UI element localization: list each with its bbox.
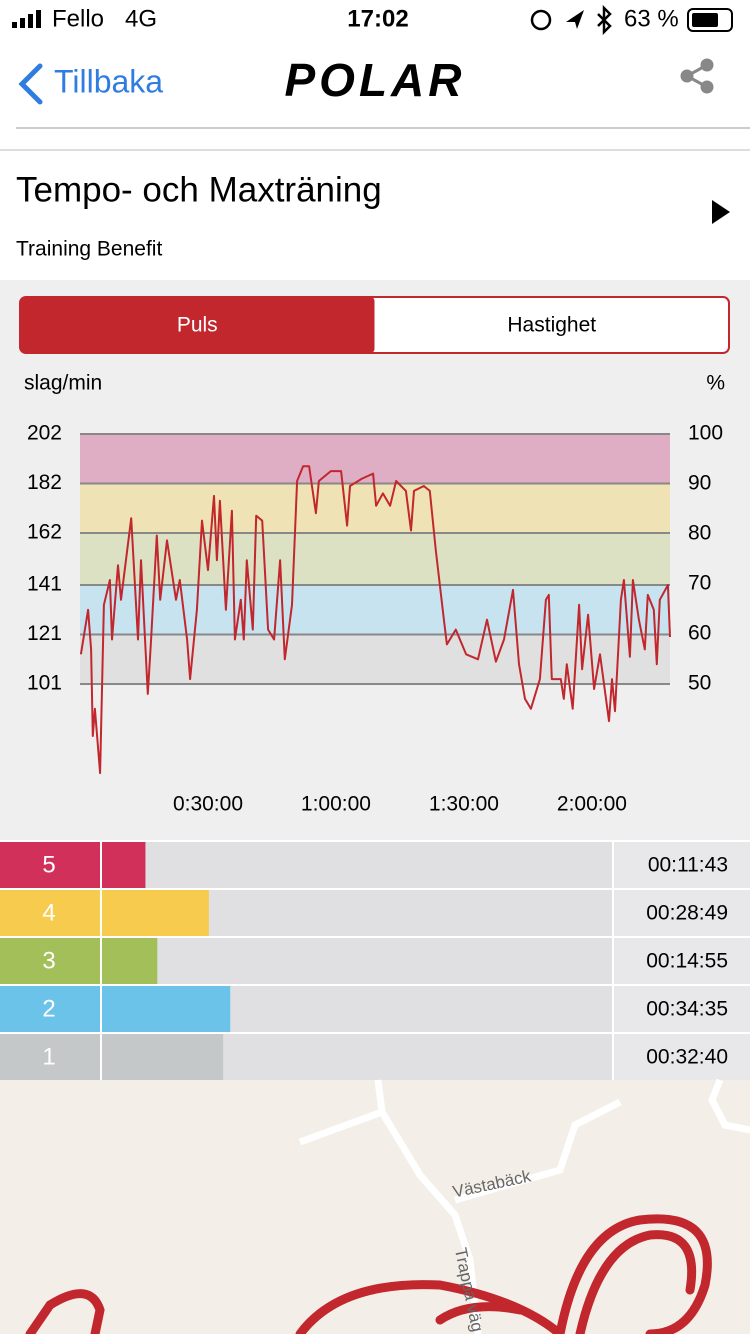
zone-label-cell	[0, 1034, 100, 1080]
zone-label-cell	[0, 938, 100, 984]
zone-number: 4	[42, 899, 55, 926]
carrier: Fello	[52, 5, 104, 32]
x-tick-label: 0:30:00	[173, 793, 243, 816]
zone-number: 5	[42, 851, 55, 878]
y-tick-label: 182	[27, 471, 62, 494]
battery-level: 63 %	[624, 5, 679, 32]
y2-tick-label: 90	[688, 472, 711, 495]
battery-fill	[692, 13, 718, 27]
zone-band	[80, 434, 670, 484]
y-tick-label: 121	[27, 622, 62, 645]
zone-number: 1	[42, 1043, 55, 1070]
x-tick-label: 2:00:00	[557, 793, 627, 816]
zone-bar	[102, 890, 209, 936]
zone-label-cell	[0, 842, 100, 888]
tab[interactable]: Puls	[177, 314, 218, 337]
zone-bar	[102, 938, 158, 984]
zone-time-cell	[614, 890, 750, 936]
y-tick-label: 141	[27, 573, 62, 596]
zone-bar	[102, 842, 146, 888]
zone-track	[102, 938, 612, 984]
zone-label-cell	[0, 986, 100, 1032]
expand-arrow[interactable]	[712, 200, 730, 224]
signal	[12, 10, 41, 28]
title: Tempo- och Maxträning	[16, 170, 382, 209]
zone-time-cell	[614, 1034, 750, 1080]
clock: 17:02	[347, 5, 408, 32]
zone-time-cell	[614, 842, 750, 888]
y2-tick-label: 80	[688, 522, 711, 545]
y2-tick-label: 50	[688, 672, 711, 695]
y2-tick-label: 100	[688, 422, 723, 445]
zone-time: 00:11:43	[648, 854, 728, 877]
zone-time: 00:32:40	[646, 1046, 728, 1069]
zone-number: 3	[42, 947, 55, 974]
network: 4G	[125, 5, 157, 32]
zone-time-cell	[614, 986, 750, 1032]
zone-band	[80, 584, 670, 634]
zone-time: 00:34:35	[646, 998, 728, 1021]
x-tick-label: 1:00:00	[301, 793, 371, 816]
zone-band	[80, 634, 670, 684]
share-icon[interactable]	[680, 58, 714, 94]
back-arrow[interactable]	[18, 63, 43, 105]
tab-active[interactable]	[20, 297, 375, 353]
battery	[687, 8, 733, 32]
y-tick-label: 101	[27, 672, 62, 695]
zone-label-cell	[0, 890, 100, 936]
subtitle: Training Benefit	[16, 238, 162, 261]
zone-band	[80, 534, 670, 584]
y2-tick-label: 70	[688, 572, 711, 595]
y2-axis-label: %	[706, 372, 725, 395]
zone-track	[102, 842, 612, 888]
zone-time: 00:28:49	[646, 902, 728, 925]
map: Västabäck Trappa väg	[0, 1078, 750, 1339]
y-axis-label: slag/min	[24, 372, 102, 395]
zone-time-cell	[614, 938, 750, 984]
x-tick-label: 1:30:00	[429, 793, 499, 816]
y2-tick-label: 60	[688, 622, 711, 645]
zone-number: 2	[42, 995, 55, 1022]
tab[interactable]: Hastighet	[507, 314, 596, 337]
y-tick-label: 162	[27, 521, 62, 544]
zone-bar	[102, 986, 231, 1032]
zone-bar	[102, 1034, 224, 1080]
logo: POLAR	[285, 54, 466, 106]
heart-rate-line	[79, 465, 671, 775]
y-tick-label: 202	[27, 422, 62, 445]
zone-time: 00:14:55	[646, 950, 728, 973]
status-icons	[530, 4, 612, 36]
back-button[interactable]: Tillbaka	[54, 63, 163, 99]
